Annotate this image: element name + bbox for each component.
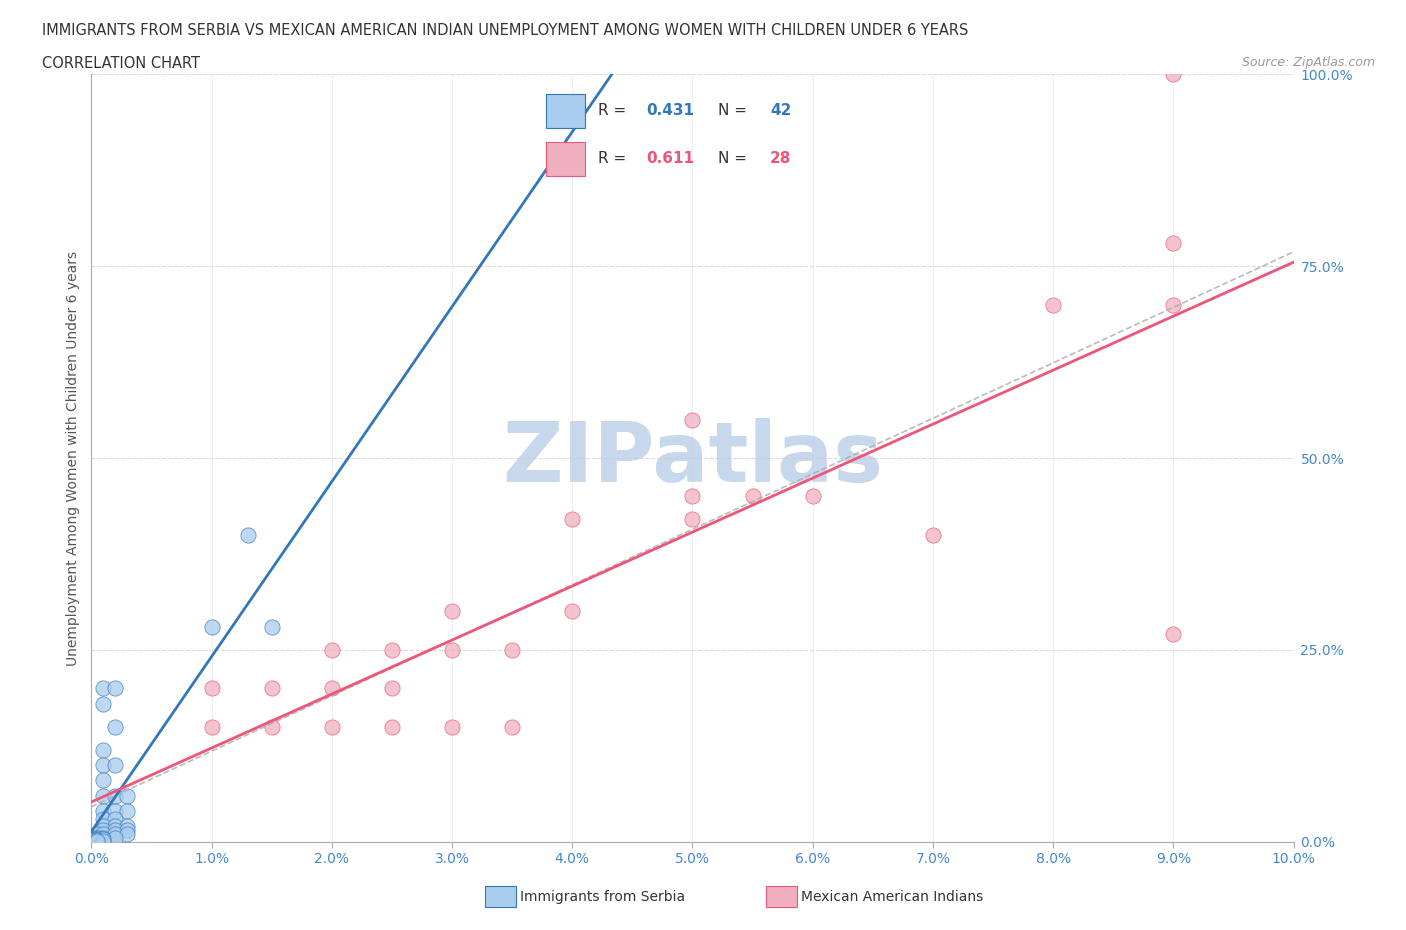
Point <box>440 719 463 734</box>
Point <box>93 827 115 842</box>
Point <box>561 604 583 619</box>
Point <box>501 719 523 734</box>
Text: CORRELATION CHART: CORRELATION CHART <box>42 56 200 71</box>
Point <box>90 832 112 847</box>
Point <box>104 789 127 804</box>
Point <box>93 830 115 845</box>
Point <box>104 823 127 838</box>
Point <box>93 832 115 847</box>
Point <box>381 643 404 658</box>
Point <box>1161 67 1184 82</box>
Point <box>84 832 107 847</box>
Point <box>1161 236 1184 251</box>
Point <box>93 811 115 826</box>
Point <box>440 643 463 658</box>
Y-axis label: Unemployment Among Women with Children Under 6 years: Unemployment Among Women with Children U… <box>66 250 80 666</box>
Point <box>922 527 945 542</box>
Point <box>93 773 115 788</box>
Point <box>440 604 463 619</box>
Point <box>104 719 127 734</box>
Text: IMMIGRANTS FROM SERBIA VS MEXICAN AMERICAN INDIAN UNEMPLOYMENT AMONG WOMEN WITH : IMMIGRANTS FROM SERBIA VS MEXICAN AMERIC… <box>42 23 969 38</box>
Point <box>681 489 703 504</box>
Point <box>87 830 110 845</box>
Point <box>86 827 108 842</box>
Point <box>1161 298 1184 312</box>
Point <box>501 643 523 658</box>
Point <box>84 832 107 847</box>
Point <box>104 811 127 826</box>
Point <box>741 489 763 504</box>
Point <box>83 832 105 847</box>
Point <box>260 681 283 696</box>
Point <box>93 757 115 772</box>
Point <box>104 819 127 834</box>
Point <box>260 619 283 634</box>
Point <box>93 819 115 834</box>
Point <box>321 643 343 658</box>
Point <box>117 827 139 842</box>
Point <box>86 833 108 848</box>
Point <box>801 489 824 504</box>
Point <box>321 719 343 734</box>
Point <box>201 619 224 634</box>
Text: Immigrants from Serbia: Immigrants from Serbia <box>520 889 685 904</box>
Point <box>93 804 115 818</box>
Point <box>1042 298 1064 312</box>
Point <box>93 833 115 848</box>
Point <box>381 681 404 696</box>
Text: ZIPatlas: ZIPatlas <box>502 418 883 498</box>
Point <box>117 789 139 804</box>
Point <box>321 681 343 696</box>
Point <box>84 830 107 845</box>
Point <box>117 823 139 838</box>
Point <box>1161 627 1184 642</box>
Text: Mexican American Indians: Mexican American Indians <box>801 889 984 904</box>
Point <box>260 719 283 734</box>
Point <box>93 697 115 711</box>
Point <box>93 742 115 757</box>
Point <box>104 681 127 696</box>
Point <box>93 823 115 838</box>
Point <box>104 804 127 818</box>
Point <box>561 512 583 527</box>
Point <box>681 512 703 527</box>
Point <box>117 804 139 818</box>
Point <box>201 681 224 696</box>
Point <box>82 832 104 847</box>
Text: Source: ZipAtlas.com: Source: ZipAtlas.com <box>1241 56 1375 69</box>
Point <box>93 789 115 804</box>
Point <box>117 819 139 834</box>
Point <box>86 832 108 847</box>
Point <box>104 827 127 842</box>
Point <box>93 681 115 696</box>
Point <box>201 719 224 734</box>
Point <box>381 719 404 734</box>
Point <box>104 830 127 845</box>
Point <box>681 412 703 427</box>
Point <box>236 527 259 542</box>
Point <box>104 757 127 772</box>
